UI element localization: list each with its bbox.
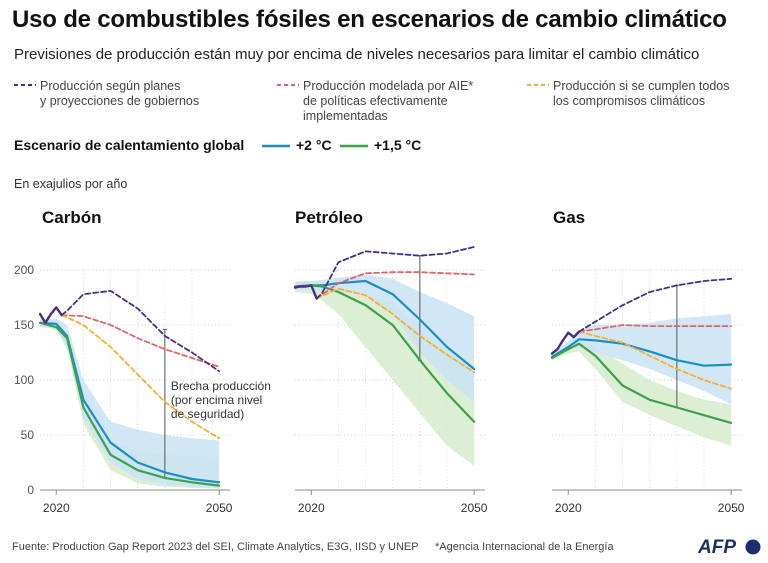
legend-government-line2: y proyecciones de gobiernos: [40, 94, 200, 108]
afp-logo-text: AFP: [698, 537, 736, 557]
scenario-one-five-c-label: +1,5 °C: [374, 137, 422, 153]
panel-title: Petróleo: [295, 208, 363, 227]
legend-iea-line1: Producción modelada por AIE*: [303, 79, 474, 93]
series-iea: [60, 314, 220, 368]
chart-title: Uso de combustibles fósiles en escenario…: [12, 6, 727, 33]
panel-2: Gas 2020 2050: [550, 208, 745, 515]
chart-subtitle: Previsiones de producción están muy por …: [14, 46, 700, 63]
series-government-historical: [38, 306, 63, 324]
series-two-c: [550, 338, 733, 367]
x-tick-label: 2050: [206, 501, 233, 515]
units-label: En exajulios por año: [14, 177, 128, 191]
footnote: *Agencia Internacional de la Energía: [435, 541, 614, 553]
series-two-c: [38, 321, 221, 484]
series-government-projection: [60, 290, 220, 373]
y-tick-label: 200: [14, 263, 34, 277]
legend-dash-yellow: [527, 84, 549, 86]
gap-annotation-line: de seguridad): [171, 407, 244, 421]
legend-commitments-line1: Producción si se cumplen todos: [553, 79, 730, 93]
scenario-label: Escenario de calentamiento global: [14, 137, 245, 153]
y-tick-label: 150: [14, 318, 34, 332]
panel-title: Gas: [553, 208, 585, 227]
series-one-five-c: [550, 342, 733, 424]
legend-iea-line3: implementadas: [303, 109, 388, 123]
legend-dash-purple: [14, 84, 36, 86]
x-tick-label: 2020: [298, 501, 325, 515]
legend-iea-line2: de políticas efectivamente: [303, 94, 448, 108]
series-government-historical: [293, 284, 318, 300]
series-one-five-c: [38, 321, 221, 487]
band-one-five-c: [295, 281, 475, 466]
series-government-historical: [550, 330, 581, 355]
y-tick-label: 50: [21, 428, 35, 442]
panel-1: Petróleo 2020 2050: [293, 208, 488, 515]
legend-government-line1: Producción según planes: [40, 79, 181, 93]
x-tick-label: 2050: [461, 501, 488, 515]
afp-logo: AFP: [698, 537, 761, 557]
scenario-two-c-label: +2 °C: [296, 137, 332, 153]
legend-line-blue: [262, 144, 290, 148]
legend-commitments-line2: los compromisos climáticos: [553, 94, 706, 108]
y-tick-label: 0: [27, 483, 34, 497]
y-tick-label: 100: [14, 373, 34, 387]
legend-dash-red: [277, 84, 299, 86]
chart-area: Carbón 0 50 100 150 200 2020 2050 Brecha producc…: [14, 208, 745, 515]
band-one-five-c: [552, 340, 732, 446]
series-commitments: [578, 330, 732, 390]
band-two-c: [295, 274, 475, 402]
series-government-projection: [578, 277, 732, 333]
panel-title: Carbón: [42, 208, 102, 227]
afp-logo-dot: [745, 539, 761, 555]
series-one-five-c: [293, 284, 476, 423]
panel-0: Carbón 0 50 100 150 200 2020 2050 Brecha producc…: [14, 208, 271, 515]
series-iea: [315, 271, 475, 300]
series-government-projection: [315, 246, 475, 300]
band-two-c: [40, 318, 220, 488]
x-tick-label: 2020: [555, 501, 582, 515]
gap-annotation-line: (por encima nivel: [171, 393, 262, 407]
gap-annotation-line: Brecha producción: [171, 379, 271, 393]
x-tick-label: 2020: [43, 501, 70, 515]
series-commitments: [315, 287, 475, 374]
series-commitments: [60, 314, 220, 440]
source-note: Fuente: Production Gap Report 2023 del S…: [12, 541, 419, 553]
x-tick-label: 2050: [718, 501, 745, 515]
series-iea: [578, 324, 732, 333]
legend-line-green: [340, 144, 368, 148]
